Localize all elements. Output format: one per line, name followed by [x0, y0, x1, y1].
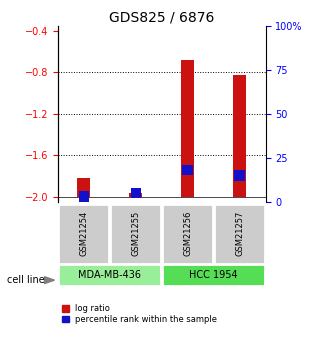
Bar	[162, 264, 265, 286]
Bar	[110, 204, 161, 264]
Bar	[58, 264, 161, 286]
Bar	[233, 75, 246, 197]
Bar	[181, 60, 194, 197]
Text: HCC 1954: HCC 1954	[189, 270, 238, 280]
Polygon shape	[45, 277, 54, 284]
Text: GSM21254: GSM21254	[79, 211, 88, 256]
Bar	[130, 188, 141, 198]
Text: GSM21256: GSM21256	[183, 211, 192, 256]
Legend: log ratio, percentile rank within the sample: log ratio, percentile rank within the sa…	[62, 304, 217, 324]
Bar	[162, 204, 214, 264]
Bar	[77, 178, 90, 197]
Text: GSM21255: GSM21255	[131, 211, 140, 256]
Text: GSM21257: GSM21257	[235, 211, 244, 256]
Text: cell line: cell line	[7, 275, 44, 285]
Bar	[79, 191, 89, 202]
Bar	[234, 170, 245, 181]
Title: GDS825 / 6876: GDS825 / 6876	[109, 11, 214, 25]
Bar	[129, 193, 142, 197]
Text: MDA-MB-436: MDA-MB-436	[78, 270, 141, 280]
Bar	[58, 204, 110, 264]
Bar	[182, 165, 193, 175]
Bar	[214, 204, 265, 264]
